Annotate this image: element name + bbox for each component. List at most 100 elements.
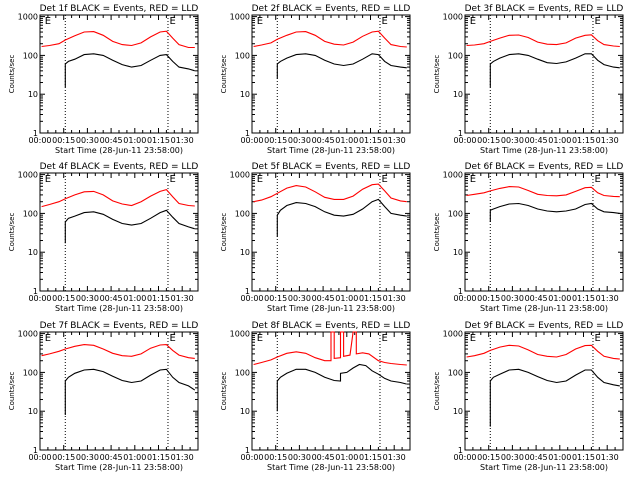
lld-series-line xyxy=(253,183,407,203)
x-tick-label: 00:15 xyxy=(52,136,75,145)
y-tick-label: 1 xyxy=(33,287,38,296)
x-axis-label: Start Time (28-Jun-11 23:58:00) xyxy=(480,463,608,472)
event-marker-label: E xyxy=(45,174,51,185)
x-tick-label: 01:00 xyxy=(123,453,146,462)
events-series-line xyxy=(276,198,407,237)
x-tick-label: 00:15 xyxy=(264,453,287,462)
x-tick-label: 01:15 xyxy=(359,294,382,303)
detector-panel-2: Det 2f BLACK = Events, RED = LLD 1 10 100 10… xyxy=(220,4,411,155)
y-tick-label: 10 xyxy=(28,248,38,257)
events-series-line xyxy=(64,368,196,415)
y-tick-label: 1 xyxy=(245,446,250,455)
x-tick-label: 01:00 xyxy=(123,294,146,303)
x-tick-label: 00:15 xyxy=(264,136,287,145)
y-axis-label: Counts/sec xyxy=(433,213,441,252)
x-tick-label: 01:30 xyxy=(596,136,619,145)
x-tick-label: 01:30 xyxy=(383,136,406,145)
event-marker-label: E xyxy=(382,16,388,27)
x-tick-label: 00:00 xyxy=(453,136,476,145)
x-tick-label: 00:00 xyxy=(453,294,476,303)
y-tick-label: 100 xyxy=(235,209,250,218)
events-series-line xyxy=(276,363,407,412)
event-marker-label: E xyxy=(382,174,388,185)
x-axis-label: Start Time (28-Jun-11 23:58:00) xyxy=(55,146,183,155)
y-tick-label: 1000 xyxy=(443,171,463,180)
y-tick-label: 1000 xyxy=(443,330,463,339)
y-tick-label: 10 xyxy=(240,90,250,99)
y-tick-label: 10 xyxy=(453,90,463,99)
y-tick-label: 1000 xyxy=(18,171,38,180)
detector-panel-1: Det 1f BLACK = Events, RED = LLD 1 10 100 10… xyxy=(8,4,199,155)
plot-frame xyxy=(464,14,624,134)
plot-frame xyxy=(39,172,199,292)
y-axis-label: Counts/sec xyxy=(8,213,16,252)
lld-series-line xyxy=(41,344,195,359)
x-tick-label: 00:45 xyxy=(100,136,123,145)
x-tick-label: 00:00 xyxy=(240,136,263,145)
detector-panel-9: Det 9f BLACK = Events, RED = LLD 1 10 100 10… xyxy=(433,321,624,472)
event-marker-label: E xyxy=(595,333,601,344)
detector-panel-4: Det 4f BLACK = Events, RED = LLD 1 10 100 10… xyxy=(8,162,199,313)
x-tick-label: 00:30 xyxy=(288,294,311,303)
panel-title: Det 8f BLACK = Events, RED = LLD xyxy=(252,321,411,331)
panel-title: Det 3f BLACK = Events, RED = LLD xyxy=(465,4,624,14)
panel-title: Det 6f BLACK = Events, RED = LLD xyxy=(465,162,624,172)
y-tick-label: 1 xyxy=(458,287,463,296)
x-tick-label: 00:30 xyxy=(76,136,99,145)
x-axis-label: Start Time (28-Jun-11 23:58:00) xyxy=(267,463,395,472)
detector-panel-3: Det 3f BLACK = Events, RED = LLD 1 10 100 10… xyxy=(433,4,624,155)
lld-series-line xyxy=(41,188,195,208)
events-series-line xyxy=(64,53,195,88)
event-marker-label: E xyxy=(257,333,263,344)
x-tick-label: 00:30 xyxy=(76,294,99,303)
x-tick-label: 00:30 xyxy=(288,136,311,145)
x-tick-label: 00:00 xyxy=(28,136,51,145)
y-tick-label: 10 xyxy=(28,407,38,416)
event-marker-label: E xyxy=(170,174,176,185)
y-tick-label: 10 xyxy=(453,248,463,257)
x-tick-label: 00:30 xyxy=(501,136,524,145)
x-axis-label: Start Time (28-Jun-11 23:58:00) xyxy=(480,304,608,313)
x-axis-label: Start Time (28-Jun-11 23:58:00) xyxy=(480,146,608,155)
x-tick-label: 00:45 xyxy=(525,453,548,462)
event-marker-label: E xyxy=(595,174,601,185)
x-tick-label: 01:15 xyxy=(147,136,170,145)
x-tick-label: 01:30 xyxy=(596,453,619,462)
x-tick-label: 01:15 xyxy=(147,453,170,462)
panel-title: Det 4f BLACK = Events, RED = LLD xyxy=(40,162,199,172)
event-marker-label: E xyxy=(257,174,263,185)
y-tick-label: 1000 xyxy=(230,171,250,180)
x-tick-label: 00:45 xyxy=(312,453,335,462)
y-tick-label: 1 xyxy=(245,287,250,296)
event-marker-label: E xyxy=(45,16,51,27)
x-tick-label: 00:15 xyxy=(52,294,75,303)
plot-frame xyxy=(39,14,199,134)
lld-series-line xyxy=(41,30,195,49)
y-tick-label: 100 xyxy=(23,51,38,60)
lld-series-line xyxy=(466,344,620,360)
x-tick-label: 00:00 xyxy=(28,294,51,303)
x-tick-label: 01:15 xyxy=(572,136,595,145)
panel-title: Det 5f BLACK = Events, RED = LLD xyxy=(252,162,411,172)
x-tick-label: 01:00 xyxy=(548,453,571,462)
x-tick-label: 01:30 xyxy=(171,294,194,303)
y-tick-label: 100 xyxy=(235,51,250,60)
x-axis-label: Start Time (28-Jun-11 23:58:00) xyxy=(55,304,183,313)
x-tick-label: 00:45 xyxy=(100,294,123,303)
x-tick-label: 01:15 xyxy=(359,453,382,462)
panel-title: Det 9f BLACK = Events, RED = LLD xyxy=(465,321,624,331)
y-tick-label: 1000 xyxy=(18,13,38,22)
x-tick-label: 01:30 xyxy=(383,294,406,303)
y-axis-label: Counts/sec xyxy=(220,372,228,411)
y-tick-label: 1 xyxy=(458,129,463,138)
y-axis-label: Counts/sec xyxy=(433,372,441,411)
x-tick-label: 00:30 xyxy=(501,453,524,462)
x-tick-label: 01:15 xyxy=(147,294,170,303)
events-series-line xyxy=(276,53,407,79)
x-tick-label: 00:30 xyxy=(288,453,311,462)
detector-panel-5: Det 5f BLACK = Events, RED = LLD 1 10 100 10… xyxy=(220,162,411,313)
y-tick-label: 100 xyxy=(448,51,463,60)
panel-title: Det 2f BLACK = Events, RED = LLD xyxy=(252,4,411,14)
y-tick-label: 100 xyxy=(448,209,463,218)
